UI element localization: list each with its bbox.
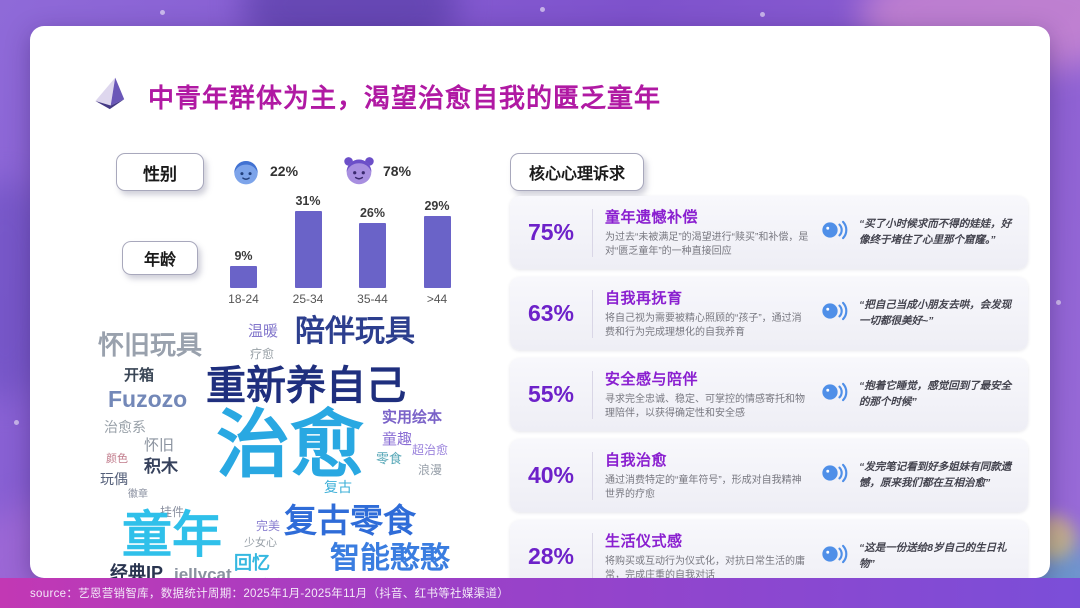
wordcloud-word: 怀旧玩具 xyxy=(98,330,203,360)
decor-sparkle xyxy=(160,10,165,15)
wordcloud-word: 完美 xyxy=(256,519,281,533)
wordcloud-word: 浪漫 xyxy=(418,463,443,477)
age-bar-chart: 9% 18-24 31% 25-34 26% 35-44 29% >44 xyxy=(216,186,468,306)
footer-source: source：艺恩营销智库，数据统计周期：2025年1月-2025年11月（抖音… xyxy=(30,588,510,600)
demand-percentage: 40% xyxy=(527,462,575,488)
age-bar xyxy=(230,265,257,288)
voice-quote-icon xyxy=(821,461,851,490)
wordcloud-word: 重新养自己 xyxy=(206,364,406,408)
demand-title: 自我治愈 xyxy=(605,452,668,470)
female-icon xyxy=(340,150,378,193)
wordcloud-word: 开箱 xyxy=(124,367,155,384)
age-bar xyxy=(423,215,451,288)
wordcloud-word: 超治愈 xyxy=(412,443,449,457)
demand-percentage: 28% xyxy=(527,543,575,569)
footer-bar: source：艺恩营销智库，数据统计周期：2025年1月-2025年11月（抖音… xyxy=(0,578,1080,608)
demand-quote: “把自己当成小朋友去哄，会发现一切都很美好~” xyxy=(859,299,1012,327)
divider xyxy=(592,370,593,419)
voice-quote-icon xyxy=(821,218,851,247)
wordcloud-word: Fuzozo xyxy=(108,386,188,412)
voice-quote-icon xyxy=(821,380,851,409)
page-title: 中青年群体为主，渴望治愈自我的匮乏童年 xyxy=(148,83,662,113)
wordcloud-word: 颜色 xyxy=(106,453,128,465)
demand-card: 63% 自我再抚育 将自己视为需要被精心照顾的“孩子”，通过消费和行为完成理想化… xyxy=(510,277,1028,350)
wordcloud: 怀旧玩具 温暖 陪伴玩具疗愈开箱 Fuzozo 重新养自己治愈系怀旧颜色 积木 玩偶 徽章 治愈… xyxy=(98,314,510,596)
divider xyxy=(592,289,593,338)
wordcloud-word: 零食 xyxy=(376,451,403,466)
female-percentage: 78% xyxy=(383,163,412,179)
wordcloud-word: 陪伴玩具 xyxy=(295,315,415,348)
demand-percentage: 63% xyxy=(527,300,575,326)
decor-sparkle xyxy=(14,420,19,425)
wordcloud-word: 治愈 xyxy=(216,403,364,486)
age-bar-value: 29% xyxy=(424,198,450,213)
wordcloud-word: 温暖 xyxy=(248,323,279,340)
title-logo-icon xyxy=(88,74,128,115)
age-bar-category: 18-24 xyxy=(228,292,259,306)
demand-description: 寻求完全忠诚、稳定、可掌控的情感寄托和物理陪伴，以获得确定性和安全感 xyxy=(605,394,805,419)
age-label-text: 年龄 xyxy=(143,252,176,269)
wordcloud-word: 少女心 xyxy=(244,537,277,549)
divider xyxy=(592,208,593,257)
demands-header-text: 核心心理诉求 xyxy=(528,166,625,183)
demand-quote: “买了小时候求而不得的娃娃，好像终于堵住了心里那个窟窿。” xyxy=(859,218,1012,246)
wordcloud-word: 回忆 xyxy=(234,553,270,573)
demand-description: 通过消费特定的“童年符号”，形成对自我精神世界的疗愈 xyxy=(605,475,802,500)
wordcloud-word: 童趣 xyxy=(382,431,413,448)
wordcloud-word: 怀旧 xyxy=(144,437,175,454)
wordcloud-word: 复古零食 xyxy=(284,502,416,539)
wordcloud-word: 玩偶 xyxy=(100,471,128,487)
wordcloud-word: 挂件 xyxy=(160,505,185,519)
wordcloud-word: 智能憨憨 xyxy=(330,542,450,575)
demand-quote: “抱着它睡觉，感觉回到了最安全的那个时候” xyxy=(859,380,1012,408)
demand-card: 40% 自我治愈 通过消费特定的“童年符号”，形成对自我精神世界的疗愈 “发完笔… xyxy=(510,439,1028,512)
male-percentage: 22% xyxy=(270,163,299,179)
wordcloud-word: 实用绘本 xyxy=(382,409,443,426)
decor-sparkle xyxy=(540,7,545,12)
demand-card: 75% 童年遗憾补偿 为过去“未被满足”的渴望进行“赎买”和补偿，是对“匮乏童年… xyxy=(510,196,1028,269)
decor-sparkle xyxy=(1056,300,1061,305)
demand-card: 55% 安全感与陪伴 寻求完全忠诚、稳定、可掌控的情感寄托和物理陪伴，以获得确定… xyxy=(510,358,1028,431)
age-bar-category: >44 xyxy=(426,292,448,306)
demand-title: 安全感与陪伴 xyxy=(605,371,699,389)
voice-quote-icon xyxy=(821,542,851,571)
age-label: 年龄 xyxy=(122,241,198,275)
age-bar-value: 26% xyxy=(359,206,386,220)
wordcloud-word: 疗愈 xyxy=(250,347,275,361)
demand-title: 生活仪式感 xyxy=(605,533,683,551)
divider xyxy=(592,451,593,500)
divider xyxy=(592,532,593,581)
demand-card-list: 75% 童年遗憾补偿 为过去“未被满足”的渴望进行“赎买”和补偿，是对“匮乏童年… xyxy=(510,196,1028,593)
demand-description: 为过去“未被满足”的渴望进行“赎买”和补偿，是对“匮乏童年”的一种直接回应 xyxy=(605,232,809,257)
gender-label: 性别 xyxy=(116,153,204,191)
demand-description: 将购买或互动行为仪式化，对抗日常生活的庸常，完成庄重的自我对话 xyxy=(605,556,805,581)
wordcloud-word: 治愈系 xyxy=(104,419,146,435)
wordcloud-word: 复古 xyxy=(324,479,352,495)
age-bar-value: 9% xyxy=(234,248,253,263)
demand-description: 将自己视为需要被精心照顾的“孩子”，通过消费和行为完成理想化的自我养育 xyxy=(605,313,802,338)
wordcloud-word: 经典IP xyxy=(110,563,164,583)
demand-percentage: 75% xyxy=(527,219,575,245)
demand-quote: “发完笔记看到好多姐妹有同款遗憾，原来我们都在互相治愈” xyxy=(859,461,1012,489)
wordcloud-word: 徽章 xyxy=(128,489,148,500)
gender-label-text: 性别 xyxy=(143,164,177,184)
wordcloud-word: 童年 xyxy=(122,507,222,563)
wordcloud-word: 积木 xyxy=(144,457,178,476)
content-card: 中青年群体为主，渴望治愈自我的匮乏童年 性别 22% 78% 年龄 9% 18-2… xyxy=(30,26,1050,593)
demands-header: 核心心理诉求 xyxy=(510,153,644,191)
demand-title: 自我再抚育 xyxy=(605,290,683,308)
demand-percentage: 55% xyxy=(527,381,575,407)
decor-sparkle xyxy=(760,12,765,17)
demand-quote: “这是一份送给8岁自己的生日礼物” xyxy=(859,542,1007,570)
age-bar-category: 25-34 xyxy=(292,292,324,306)
age-bar xyxy=(294,210,322,288)
age-bar-category: 35-44 xyxy=(357,292,388,306)
voice-quote-icon xyxy=(821,299,851,328)
demand-title: 童年遗憾补偿 xyxy=(605,209,699,227)
age-bar-value: 31% xyxy=(295,193,321,208)
male-icon xyxy=(228,152,264,193)
age-bar xyxy=(359,223,386,288)
